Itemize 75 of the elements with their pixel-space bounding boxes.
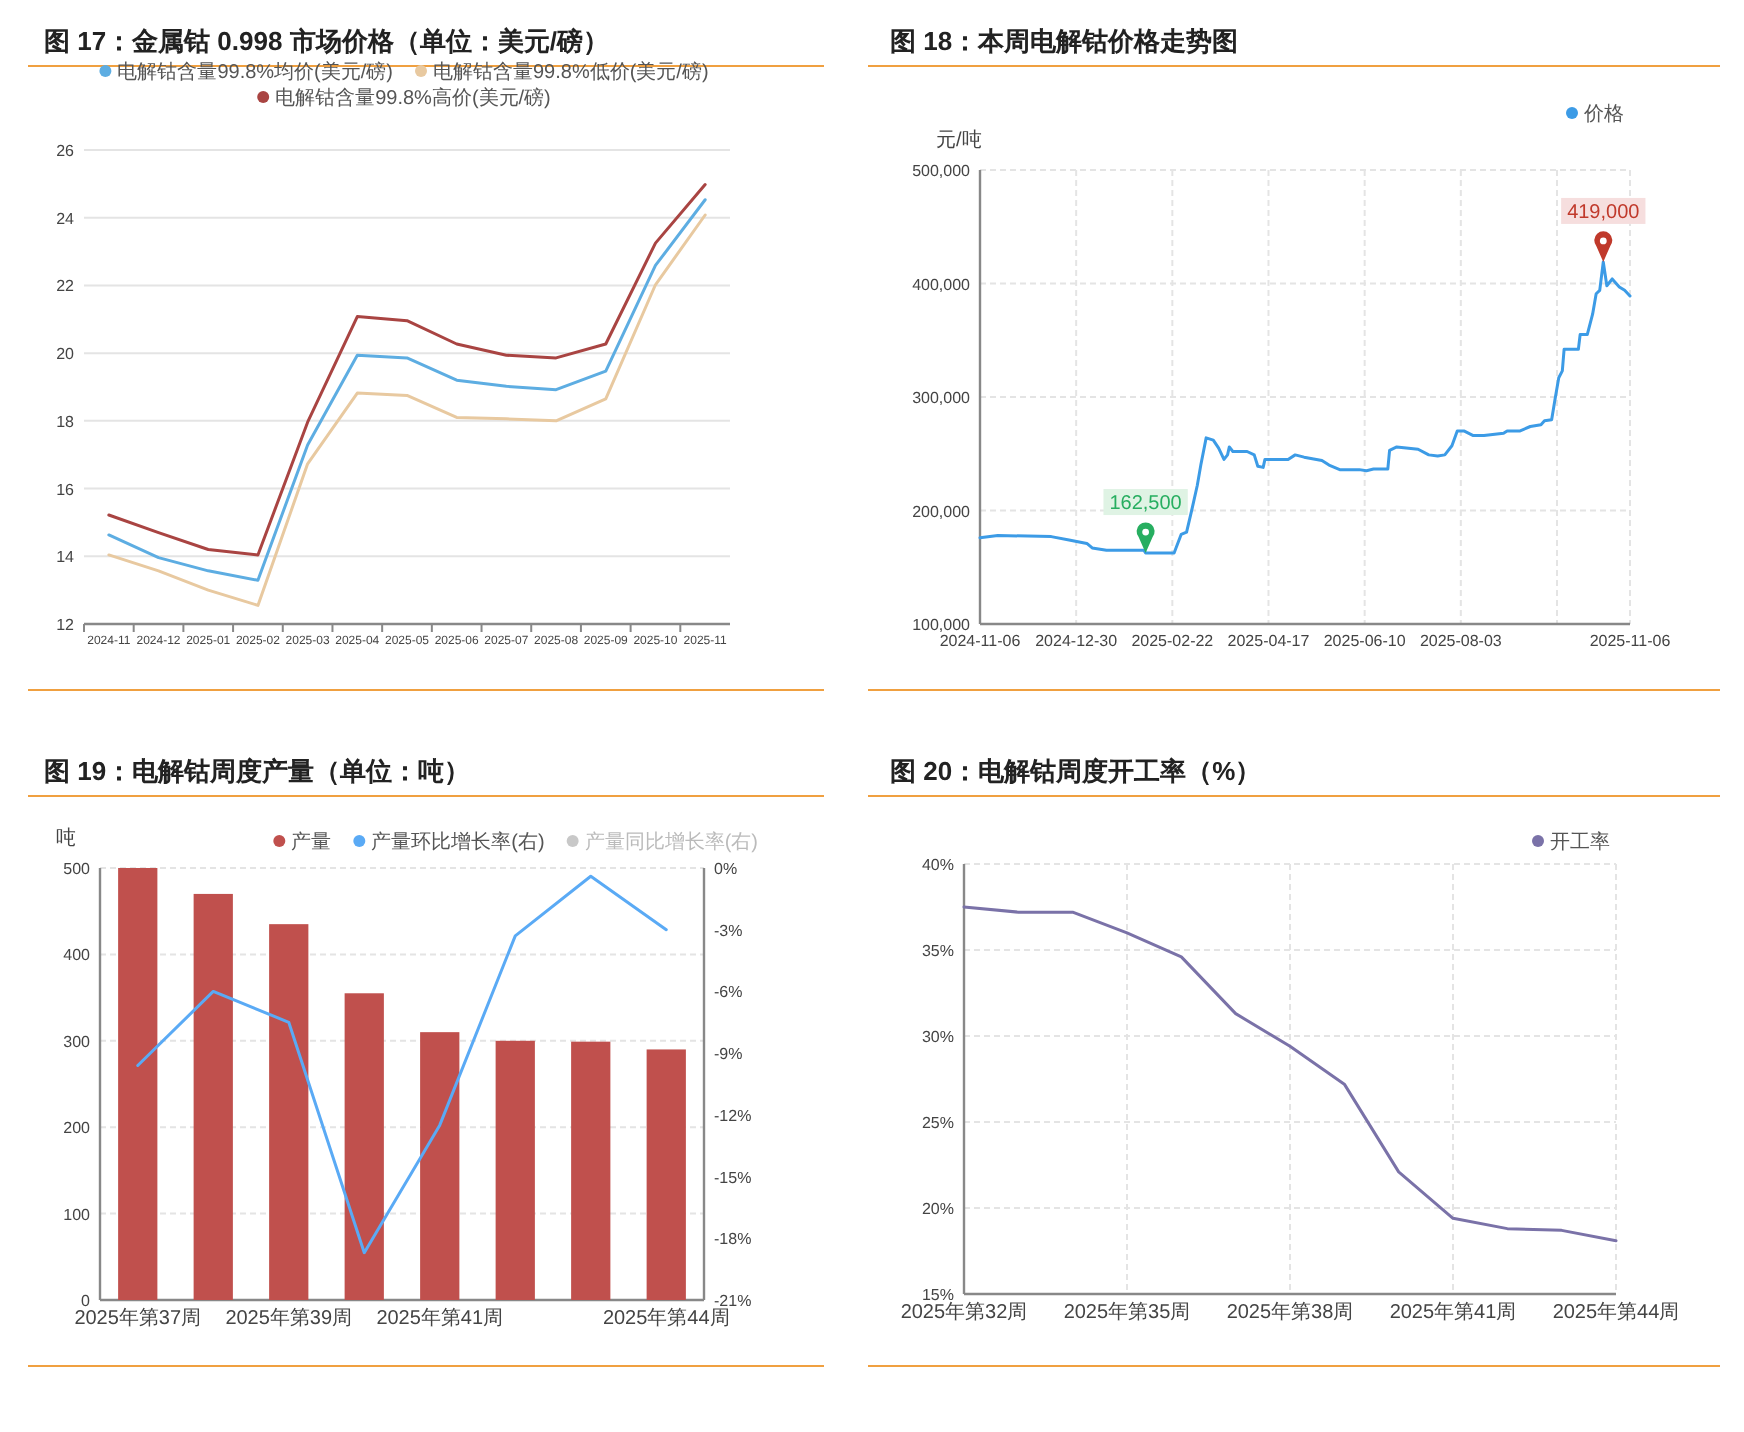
x-tick-label: 2025-08-03 (1419, 632, 1503, 650)
x-tick-label: 2025年第37周 (74, 1306, 202, 1330)
y-tick-label: 26 (56, 142, 76, 160)
x-tick-label: 2025年第35周 (1063, 1300, 1191, 1324)
bar (193, 893, 233, 1300)
bar (571, 1041, 611, 1300)
legend-label: 产量 (291, 830, 332, 854)
bar (495, 1040, 535, 1300)
y-tick-label: 20% (921, 1200, 954, 1218)
bar (420, 1032, 460, 1300)
legend-label: 电解钴含量99.8%高价(美元/磅) (275, 86, 551, 110)
y-tick-label: 25% (921, 1114, 954, 1132)
line-series (136, 874, 668, 1255)
y-tick-label: 300 (63, 1032, 92, 1051)
annotation: 162,500 (1109, 493, 1183, 516)
y2-tick-label: -21% (714, 1292, 752, 1310)
x-tick-label: 2025-02-22 (1131, 632, 1215, 650)
x-tick-label: 2025-04-17 (1227, 632, 1311, 650)
y2-tick-label: -6% (714, 983, 743, 1002)
x-tick-label: 2025年第38周 (1226, 1300, 1354, 1324)
x-tick-label: 2024-12-30 (1035, 632, 1119, 650)
y-tick-label: 400,000 (912, 275, 972, 294)
x-tick-label: 2024-11-06 (939, 632, 1022, 650)
x-tick-label: 2025年第39周 (225, 1306, 353, 1330)
y-tick-label: 300,000 (912, 389, 972, 407)
y2-tick-label: -9% (714, 1045, 743, 1064)
annotation: 419,000 (1567, 201, 1641, 224)
y-tick-label: 100,000 (912, 616, 972, 634)
y-axis-title: 吨 (56, 826, 76, 850)
y-tick-label: 14 (56, 548, 76, 567)
y-tick-label: 16 (56, 480, 76, 499)
y-tick-label: 15% (921, 1286, 954, 1304)
y-tick-label: 0 (81, 1292, 92, 1310)
y-tick-label: 20 (56, 345, 76, 364)
y-tick-label: 200,000 (912, 502, 972, 521)
x-tick-label: 2025年第41周 (376, 1306, 504, 1330)
legend-label: 电解钴含量99.8%均价(美元/磅) (117, 60, 393, 84)
x-tick-label: 2025-06-10 (1323, 632, 1407, 650)
bar (269, 924, 309, 1300)
y2-tick-label: -12% (714, 1106, 752, 1125)
x-tick-label: 2025-11-06 (1589, 632, 1672, 650)
y2-tick-label: -18% (714, 1230, 752, 1249)
chart-title: 图 20：电解钴周度开工率（%） (890, 756, 1262, 786)
x-tick-label: 2025年第44周 (602, 1306, 730, 1330)
x-tick-label: 2025年第32周 (900, 1300, 1028, 1324)
y2-tick-label: 0% (714, 860, 738, 878)
y-tick-label: 200 (63, 1119, 92, 1138)
x-tick-label: 2025年第41周 (1389, 1300, 1517, 1324)
y-tick-label: 30% (921, 1028, 954, 1046)
y-tick-label: 35% (921, 942, 954, 960)
y2-tick-label: -3% (714, 921, 743, 940)
y-tick-label: 12 (56, 616, 76, 634)
y-tick-label: 40% (921, 856, 954, 874)
y2-tick-label: -15% (714, 1168, 752, 1187)
legend-label: 电解钴含量99.8%低价(美元/磅) (433, 60, 709, 84)
x-tick-label: 2025年第44周 (1552, 1300, 1680, 1324)
y-tick-label: 24 (56, 209, 76, 228)
y-tick-label: 18 (56, 412, 76, 431)
legend-label: 开工率 (1550, 830, 1610, 854)
legend-label: 产量环比增长率(右) (371, 830, 545, 854)
y-tick-label: 400 (63, 946, 92, 965)
y-axis-title: 元/吨 (936, 128, 982, 152)
chart-title: 图 18：本周电解钴价格走势图 (890, 26, 1239, 56)
bar (646, 1049, 686, 1300)
bar (344, 993, 384, 1300)
chart-title: 图 19：电解钴周度产量（单位：吨） (44, 756, 471, 786)
line-series (962, 905, 1618, 1243)
chart-title: 图 17：金属钴 0.998 市场价格（单位：美元/磅） (44, 26, 609, 56)
y-tick-label: 500 (63, 860, 92, 878)
legend-label: 价格 (1582, 102, 1624, 126)
y-tick-label: 500,000 (912, 162, 972, 180)
bar (118, 868, 158, 1300)
y-tick-label: 100 (63, 1205, 92, 1224)
y-tick-label: 22 (56, 277, 76, 296)
legend-label: 产量同比增长率(右) (584, 830, 758, 854)
